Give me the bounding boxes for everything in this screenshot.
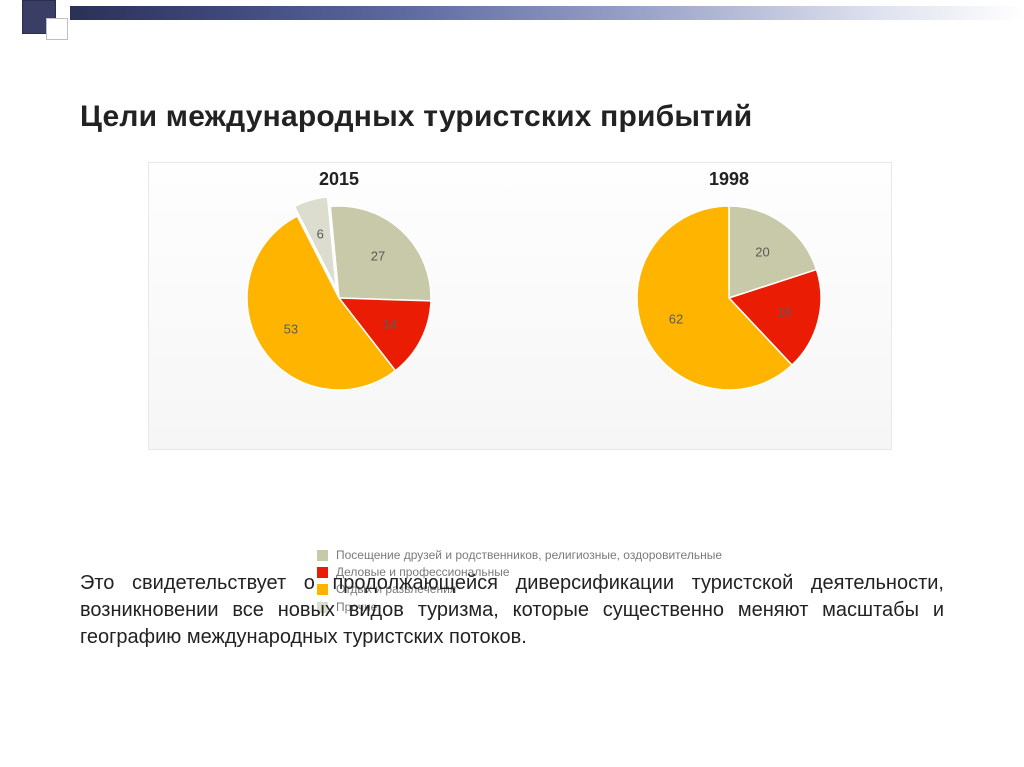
slide: Цели международных туристских прибытий 2… [0, 0, 1024, 767]
chart-2015: 2015 6271453 [159, 163, 519, 453]
pie-svg [239, 198, 439, 398]
slide-caption: Это свидетельствует о продолжающейся див… [80, 570, 944, 651]
pie-1998: 201862 [629, 198, 829, 398]
legend-item-visiting: Посещение друзей и родственников, религи… [317, 549, 907, 562]
legend-label: Посещение друзей и родственников, религи… [336, 549, 722, 562]
charts-panel-bg: 2015 6271453 1998 201862 Посещение друзе… [148, 162, 892, 450]
chart-year-label: 1998 [549, 169, 909, 190]
charts-panel: 2015 6271453 1998 201862 Посещение друзе… [140, 156, 900, 456]
slide-decoration-top [0, 0, 1024, 42]
pie-slice-visiting [330, 206, 431, 301]
decoration-square-light [46, 18, 68, 40]
decoration-gradient-band [70, 6, 1024, 20]
pie-2015: 6271453 [239, 198, 439, 398]
legend-swatch-visiting [317, 550, 328, 561]
slide-title: Цели международных туристских прибытий [80, 100, 752, 134]
chart-1998: 1998 201862 [549, 163, 909, 453]
pie-svg [629, 198, 829, 398]
chart-year-label: 2015 [159, 169, 519, 190]
